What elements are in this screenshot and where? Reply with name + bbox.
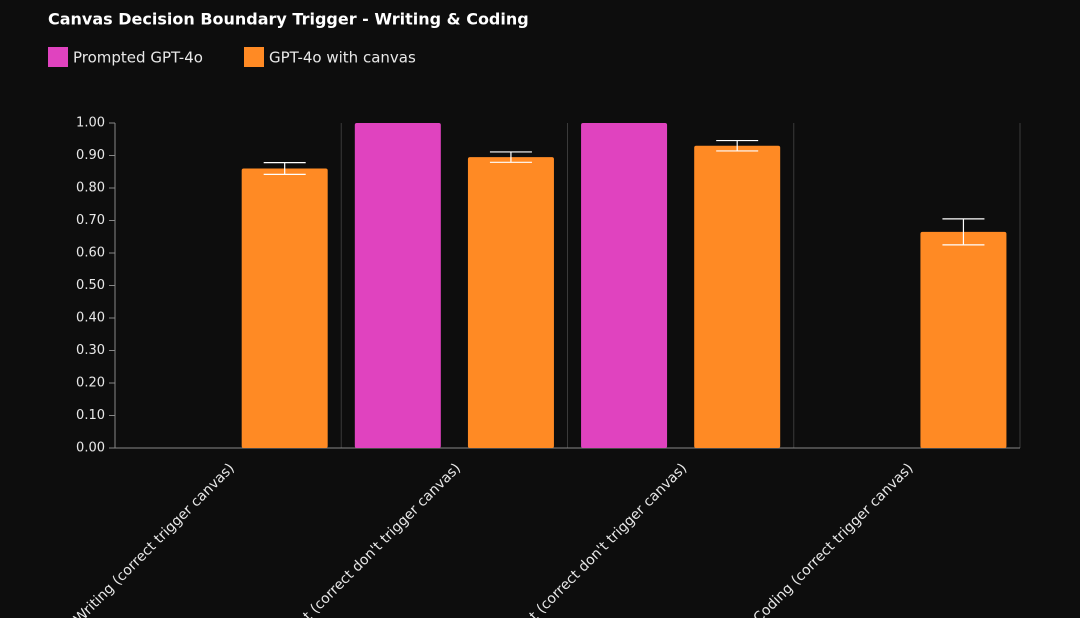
bar xyxy=(920,231,1007,448)
y-tick-label: 0.70 xyxy=(76,213,105,228)
y-tick-label: 0.20 xyxy=(76,376,105,391)
bar xyxy=(241,168,328,448)
y-tick-label: 0.40 xyxy=(76,311,105,326)
chart-title: Canvas Decision Boundary Trigger - Writi… xyxy=(48,10,529,29)
bar xyxy=(467,157,554,448)
legend-label: Prompted GPT-4o xyxy=(73,49,203,67)
y-tick-label: 0.30 xyxy=(76,343,105,358)
y-tick-label: 0.50 xyxy=(76,278,105,293)
legend-label: GPT-4o with canvas xyxy=(269,49,416,67)
error-bar xyxy=(263,162,306,175)
bar xyxy=(354,123,441,448)
bar xyxy=(581,123,668,448)
y-tick-label: 1.00 xyxy=(76,116,105,131)
legend-swatch xyxy=(48,47,68,67)
error-bar xyxy=(942,218,985,246)
y-tick-label: 0.80 xyxy=(76,181,105,196)
bar xyxy=(694,145,781,448)
y-tick-label: 0.90 xyxy=(76,148,105,163)
error-bar xyxy=(489,151,532,163)
y-tick-label: 0.10 xyxy=(76,408,105,423)
legend-swatch xyxy=(244,47,264,67)
error-bar xyxy=(716,139,759,152)
y-tick-label: 0.00 xyxy=(76,441,105,456)
y-tick-label: 0.60 xyxy=(76,246,105,261)
